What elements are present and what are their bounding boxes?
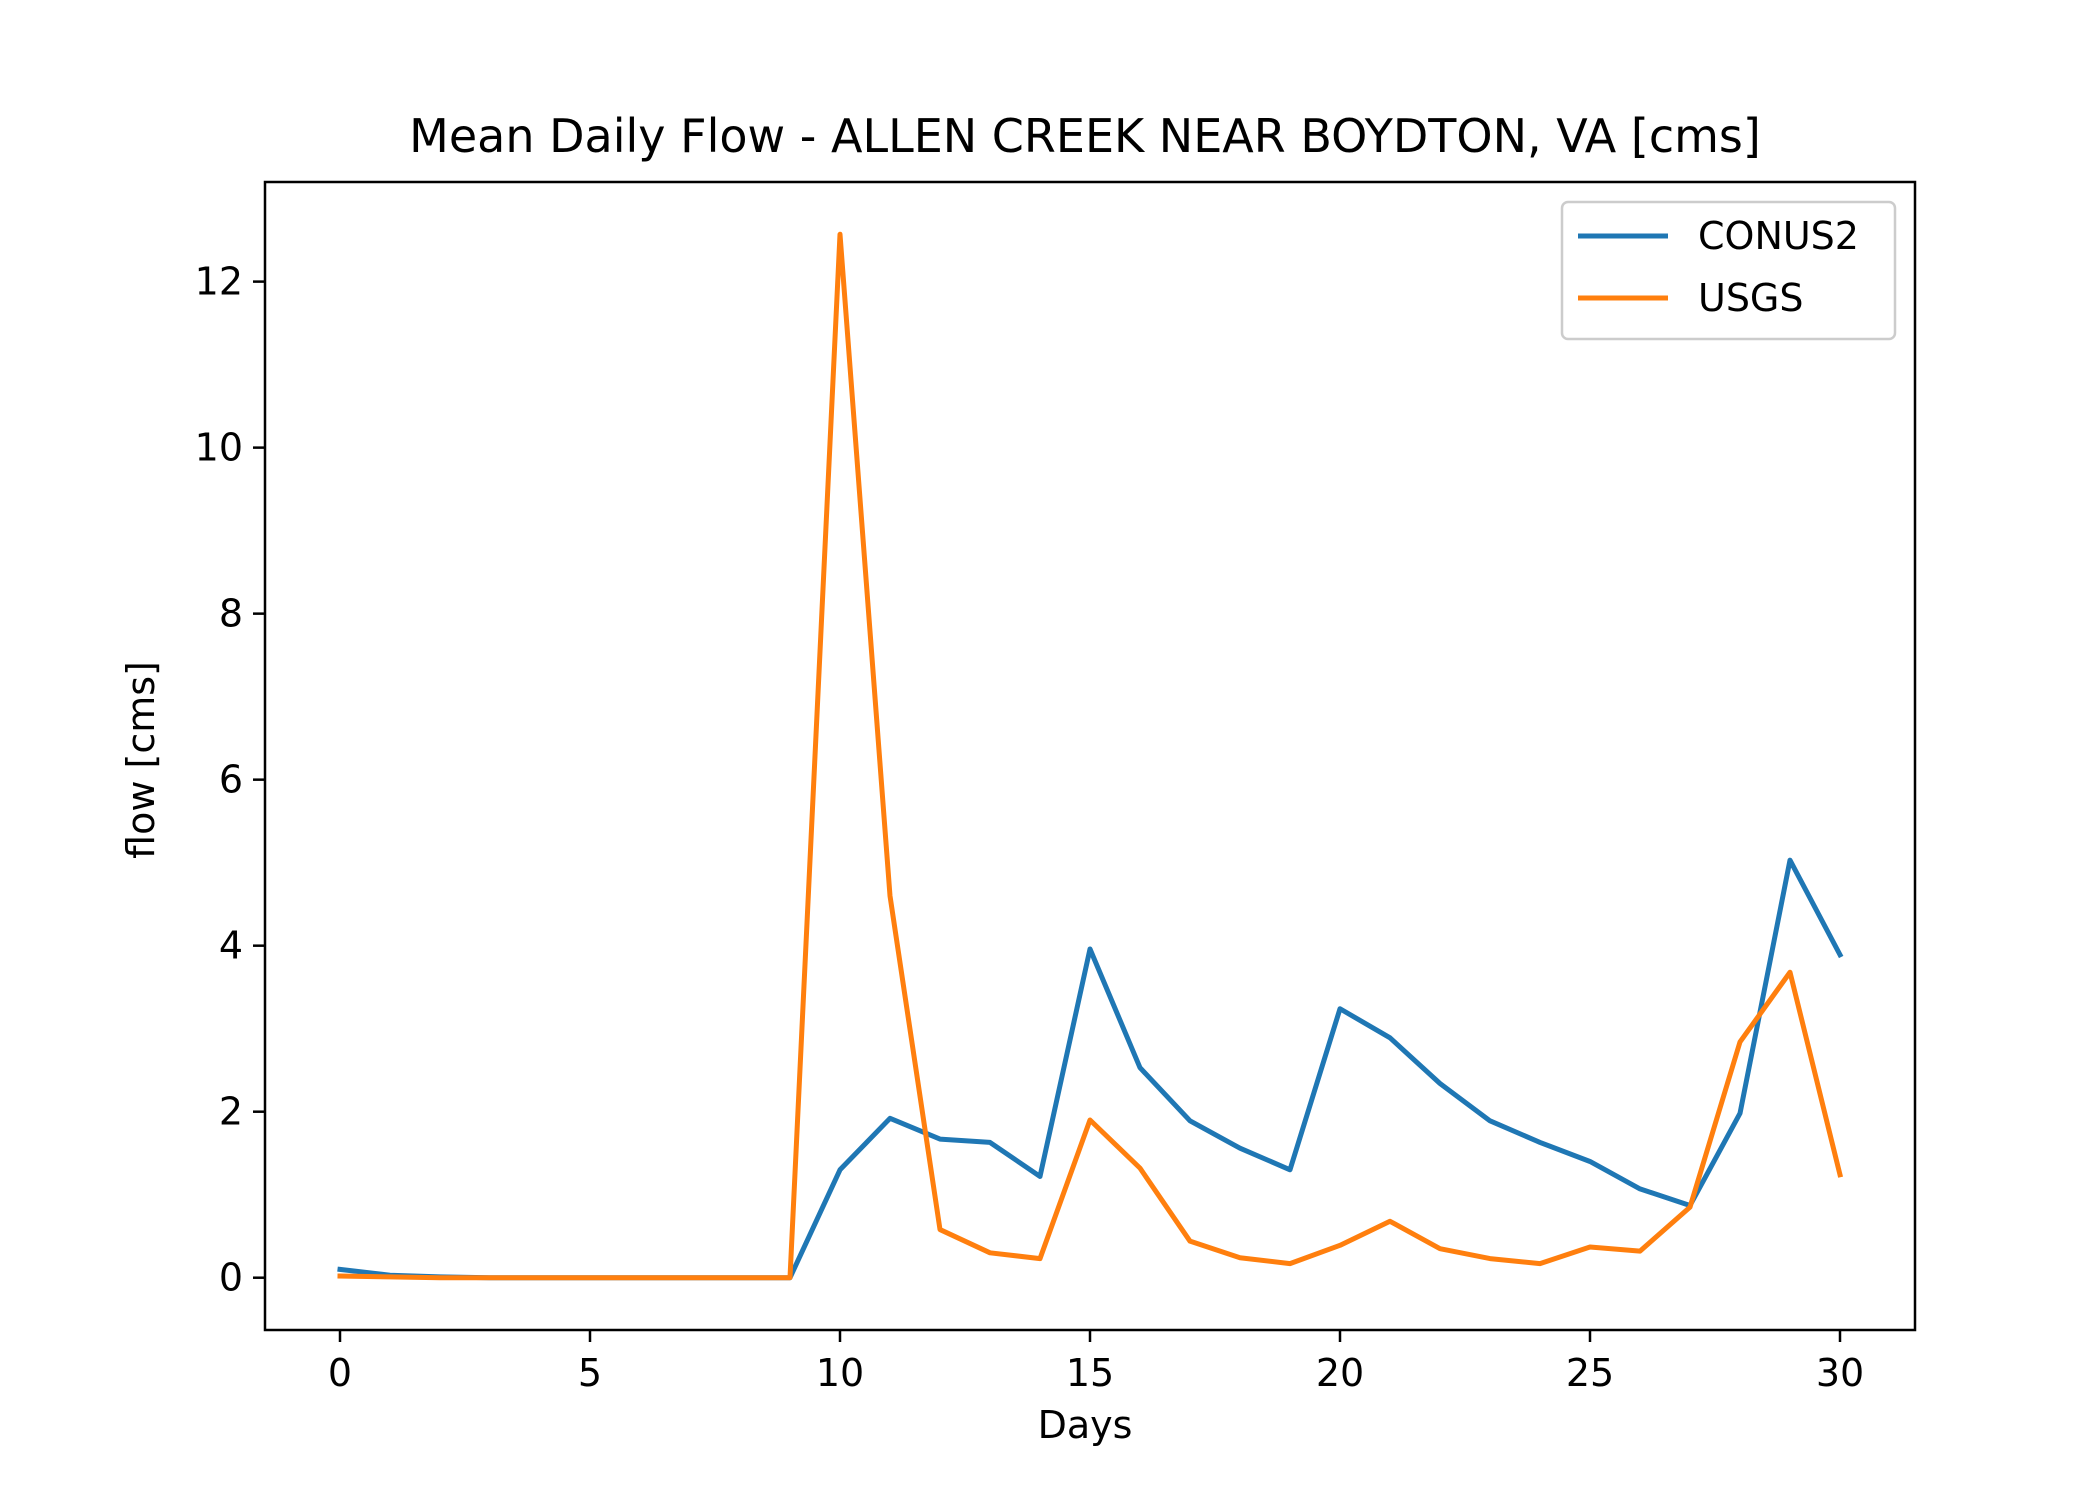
legend: CONUS2 USGS [1560,200,1897,341]
y-tick-label: 6 [219,758,243,802]
series-line-usgs [337,231,1844,1281]
y-axis-label: flow [cms] [119,661,163,859]
y-tick-label: 8 [219,592,243,636]
plot-area: 0 5 10 15 20 25 30 0 2 4 6 8 10 12 [195,180,1917,1395]
y-tick-label: 2 [219,1090,243,1134]
y-tick-label: 0 [219,1256,243,1300]
x-axis-label: Days [1038,1403,1133,1447]
y-tick-label: 4 [219,924,243,968]
x-tick-label: 0 [328,1351,352,1395]
legend-label-conus2: CONUS2 [1698,214,1859,258]
x-tick-label: 20 [1316,1351,1364,1395]
y-tick-label: 10 [195,426,243,470]
x-tick-label: 10 [816,1351,864,1395]
x-tick-label: 5 [578,1351,602,1395]
x-tick-label: 25 [1566,1351,1614,1395]
chart-title: Mean Daily Flow - ALLEN CREEK NEAR BOYDT… [409,109,1761,163]
legend-label-usgs: USGS [1698,276,1804,320]
y-tick-label: 12 [195,260,243,304]
x-tick-label: 30 [1816,1351,1864,1395]
x-tick-label: 15 [1066,1351,1114,1395]
